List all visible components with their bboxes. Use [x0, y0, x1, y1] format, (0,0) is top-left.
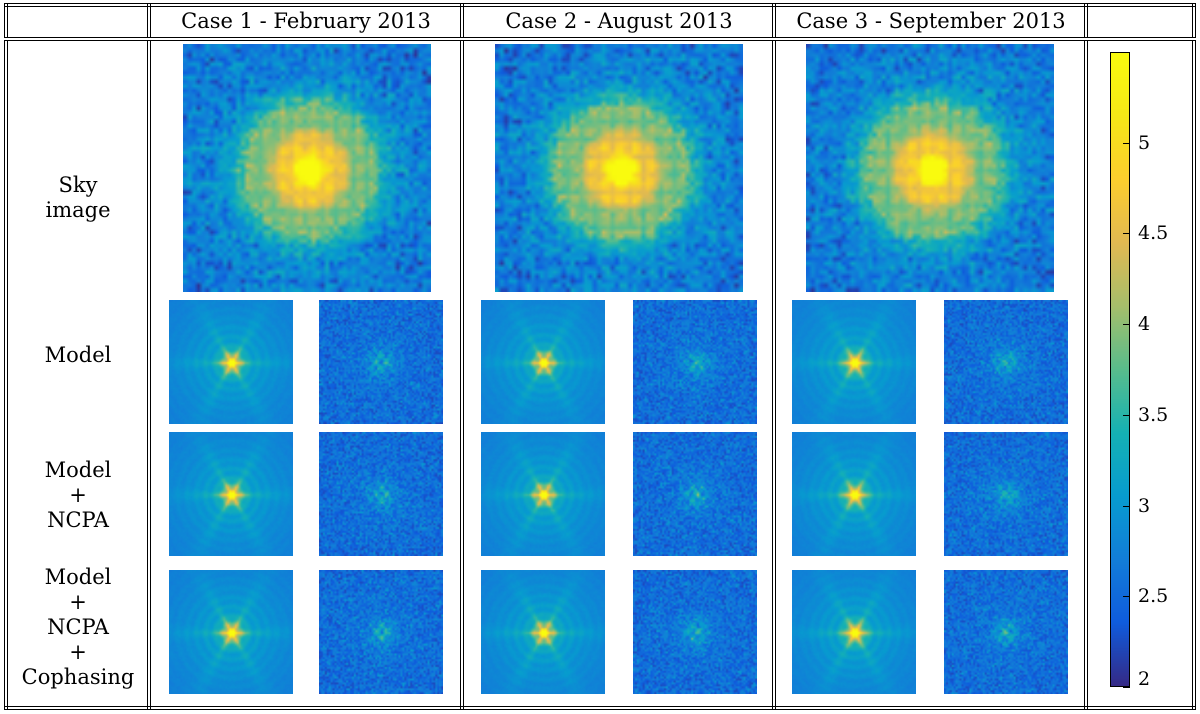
sky-image-case-1 [183, 44, 431, 292]
model-residual-case-3 [944, 300, 1068, 424]
colorbar-tick [1123, 687, 1130, 688]
model-ncpa-cophasing-psf-case-2 [481, 570, 605, 694]
model-ncpa-cophasing-psf-case-3 [792, 570, 916, 694]
colorbar-tick [1123, 142, 1130, 144]
case-3-header: Case 3 - September 2013 [796, 9, 1066, 33]
model-ncpa-psf-case-1 [169, 432, 293, 556]
model-ncpa-psf-case-2 [481, 432, 605, 556]
row-label-model-ncpa-cophasing: Model + NCPA + Cophasing [21, 564, 135, 689]
case-2-header: Case 2 - August 2013 [505, 9, 733, 33]
sky-image-case-2 [495, 44, 743, 292]
model-residual-case-2 [633, 300, 757, 424]
model-psf-case-2 [481, 300, 605, 424]
model-ncpa-cophasing-residual-case-1 [319, 570, 443, 694]
colorbar-tick [1123, 505, 1130, 507]
model-ncpa-cophasing-residual-case-3 [944, 570, 1068, 694]
colorbar-tick-label: 3.5 [1138, 403, 1169, 426]
colorbar-tick-label: 3 [1138, 494, 1151, 517]
colorbar-tick [1123, 324, 1130, 326]
colorbar-tick-label: 2.5 [1138, 585, 1169, 608]
colorbar-tick-label: 2 [1138, 668, 1151, 690]
row-label-model: Model [44, 342, 112, 367]
model-ncpa-residual-case-2 [633, 432, 757, 556]
model-ncpa-residual-case-3 [944, 432, 1068, 556]
colorbar-tick-label: 4 [1138, 313, 1151, 336]
colorbar-tick [1123, 233, 1130, 235]
model-ncpa-residual-case-1 [319, 432, 443, 556]
colorbar-tick [1123, 414, 1130, 416]
colorbar [1110, 52, 1130, 687]
row-label-sky-image: Sky image [45, 173, 111, 222]
colorbar-tick-label: 4.5 [1138, 222, 1169, 245]
model-psf-case-1 [169, 300, 293, 424]
model-residual-case-1 [319, 300, 443, 424]
colorbar-tick [1123, 596, 1130, 598]
row-label-model-ncpa: Model + NCPA [44, 457, 112, 532]
sky-image-case-3 [806, 44, 1054, 292]
model-ncpa-cophasing-residual-case-2 [633, 570, 757, 694]
model-psf-case-3 [792, 300, 916, 424]
model-ncpa-cophasing-psf-case-1 [169, 570, 293, 694]
model-ncpa-psf-case-3 [792, 432, 916, 556]
case-1-header: Case 1 - February 2013 [181, 9, 431, 33]
colorbar-tick-label: 5 [1138, 131, 1151, 154]
